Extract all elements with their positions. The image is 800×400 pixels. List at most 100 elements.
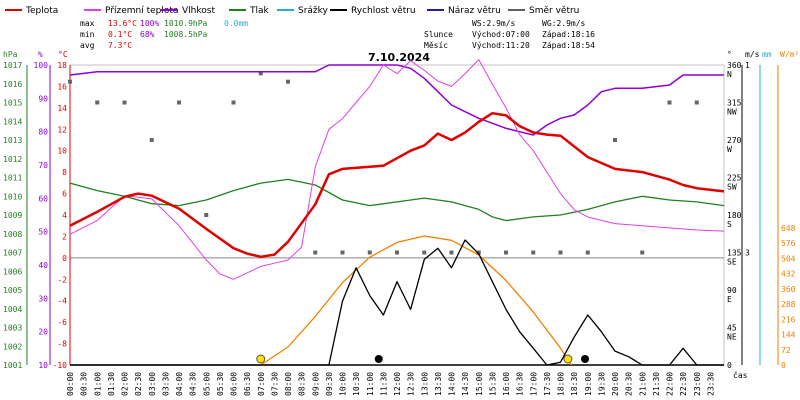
ms-tick-label: 3 <box>745 249 750 258</box>
svg-text:Náraz větru: Náraz větru <box>448 6 501 16</box>
svg-text:Rychlost větru: Rychlost větru <box>351 6 416 16</box>
wind-direction-dot <box>95 100 100 105</box>
legend-item-wind-direction: Směr větru <box>508 6 579 16</box>
pct-tick-label: 30 <box>38 294 48 303</box>
x-tick-label: 16:00 <box>502 372 511 396</box>
svg-text:Srážky: Srážky <box>298 6 329 16</box>
unit-ms: m/s <box>745 50 760 59</box>
x-tick-label: 19:30 <box>597 372 606 396</box>
sun-label: Slunce <box>424 30 453 39</box>
x-tick-label: 09:00 <box>311 372 320 396</box>
wind-direction-dot <box>149 138 154 142</box>
moonrise-icon <box>374 355 383 363</box>
chart-title: 7.10.2024 <box>368 51 430 64</box>
stats-block: max 13.6°C 100% 1010.9hPa 0.0mm min 0.1°… <box>80 19 248 50</box>
temp-tick-label: -10 <box>53 361 68 370</box>
stat-avg-label: avg <box>80 41 95 50</box>
x-tick-label: 21:00 <box>638 372 647 396</box>
sunset-icon <box>563 354 573 364</box>
x-tick-label: 03:00 <box>148 372 157 396</box>
stat-min-label: min <box>80 30 95 39</box>
dir-tick-label: S <box>727 220 732 229</box>
legend-item-ground-temperature: Přízemní teplota <box>84 6 178 16</box>
wm2-tick-label: 144 <box>781 331 796 340</box>
hpa-tick-label: 1014 <box>3 117 22 126</box>
hpa-tick-label: 1013 <box>3 136 22 145</box>
temp-tick-label: 16 <box>57 82 67 91</box>
hpa-tick-label: 1001 <box>3 361 22 370</box>
deg-tick-label: 225 <box>727 174 742 183</box>
wind-speed-line <box>70 239 724 366</box>
pct-tick-label: 20 <box>38 328 48 337</box>
legend-item-rain: Srážky <box>277 6 329 16</box>
x-tick-label: 23:30 <box>706 372 715 396</box>
x-tick-label: 12:30 <box>407 372 416 396</box>
pct-tick-label: 70 <box>38 161 48 170</box>
legend-item-wind-gust: Náraz větru <box>427 6 501 16</box>
ground-temperature-line <box>69 59 725 280</box>
svg-text:Teplota: Teplota <box>25 6 58 16</box>
wind-direction-dot <box>422 250 427 255</box>
hpa-tick-label: 1010 <box>3 192 22 201</box>
unit-mm: mm <box>762 50 772 59</box>
x-tick-label: 09:30 <box>325 372 334 396</box>
x-tick-label: 10:00 <box>339 372 348 396</box>
deg-tick-label: 180 <box>727 211 742 220</box>
x-tick-label: 10:30 <box>352 372 361 396</box>
x-tick-label: 23:00 <box>693 372 702 396</box>
temp-tick-label: 14 <box>57 104 67 113</box>
wind-direction-dot <box>585 250 590 255</box>
x-tick-label: 14:30 <box>461 372 470 396</box>
wm2-tick-label: 72 <box>781 346 791 355</box>
x-tick-label: 00:00 <box>66 372 75 396</box>
legend-item-pressure: Tlak <box>229 6 270 16</box>
wm2-tick-label: 504 <box>781 254 796 263</box>
x-tick-label: 11:00 <box>366 372 375 396</box>
moon-rise: Východ:11:20 <box>472 41 530 50</box>
x-tick-label: 21:30 <box>652 372 661 396</box>
wind-direction-dot <box>504 250 508 255</box>
legend-item-humidity: Vlhkost <box>161 6 215 16</box>
wind-direction-dot <box>395 250 399 255</box>
wind-direction-dot <box>258 71 263 76</box>
stat-min-temp: 0.1°C <box>108 30 132 39</box>
stat-max-label: max <box>80 19 95 28</box>
wm2-tick-label: 288 <box>781 300 796 309</box>
deg-tick-label: 270 <box>727 136 742 145</box>
hpa-tick-label: 1005 <box>3 286 22 295</box>
wind-direction-dot <box>367 250 372 255</box>
x-tick-label: 08:00 <box>284 372 293 396</box>
wind-direction-dot <box>286 79 290 84</box>
wm2-tick-label: 432 <box>781 270 796 279</box>
sunrise-icon <box>256 354 266 364</box>
dir-tick-label: SE <box>727 258 737 267</box>
unit-hpa: hPa <box>3 50 18 59</box>
wind-direction-dot <box>613 138 617 142</box>
wind-direction-dot <box>340 250 345 255</box>
x-tick-label: 15:30 <box>488 372 497 396</box>
hpa-tick-label: 1008 <box>3 230 22 239</box>
x-tick-label: 06:00 <box>230 372 239 396</box>
wm2-tick-label: 360 <box>781 285 796 294</box>
dir-tick-label: NE <box>727 333 737 342</box>
x-tick-label: 03:30 <box>161 372 170 396</box>
temp-tick-label: 2 <box>62 232 67 241</box>
svg-text:Směr větru: Směr větru <box>529 6 579 16</box>
wind-direction-dot <box>231 100 236 105</box>
x-tick-label: 13:00 <box>420 372 429 396</box>
pressure-line <box>69 178 725 222</box>
x-tick-label: 14:00 <box>448 372 457 396</box>
x-tick-label: 06:30 <box>243 372 252 396</box>
temp-tick-label: 6 <box>62 190 67 199</box>
hpa-tick-label: 1004 <box>3 305 22 314</box>
humidity-line <box>69 64 724 136</box>
pct-tick-label: 40 <box>38 261 48 270</box>
temp-tick-label: 12 <box>57 125 67 134</box>
temp-tick-label: 8 <box>62 168 67 177</box>
svg-text:Tlak: Tlak <box>249 6 270 16</box>
wm2-tick-label: 648 <box>781 224 796 233</box>
stat-max-temp: 13.6°C <box>108 19 137 28</box>
temp-tick-label: 10 <box>57 147 67 156</box>
pct-tick-label: 90 <box>38 94 48 103</box>
x-tick-label: 17:00 <box>529 372 538 396</box>
